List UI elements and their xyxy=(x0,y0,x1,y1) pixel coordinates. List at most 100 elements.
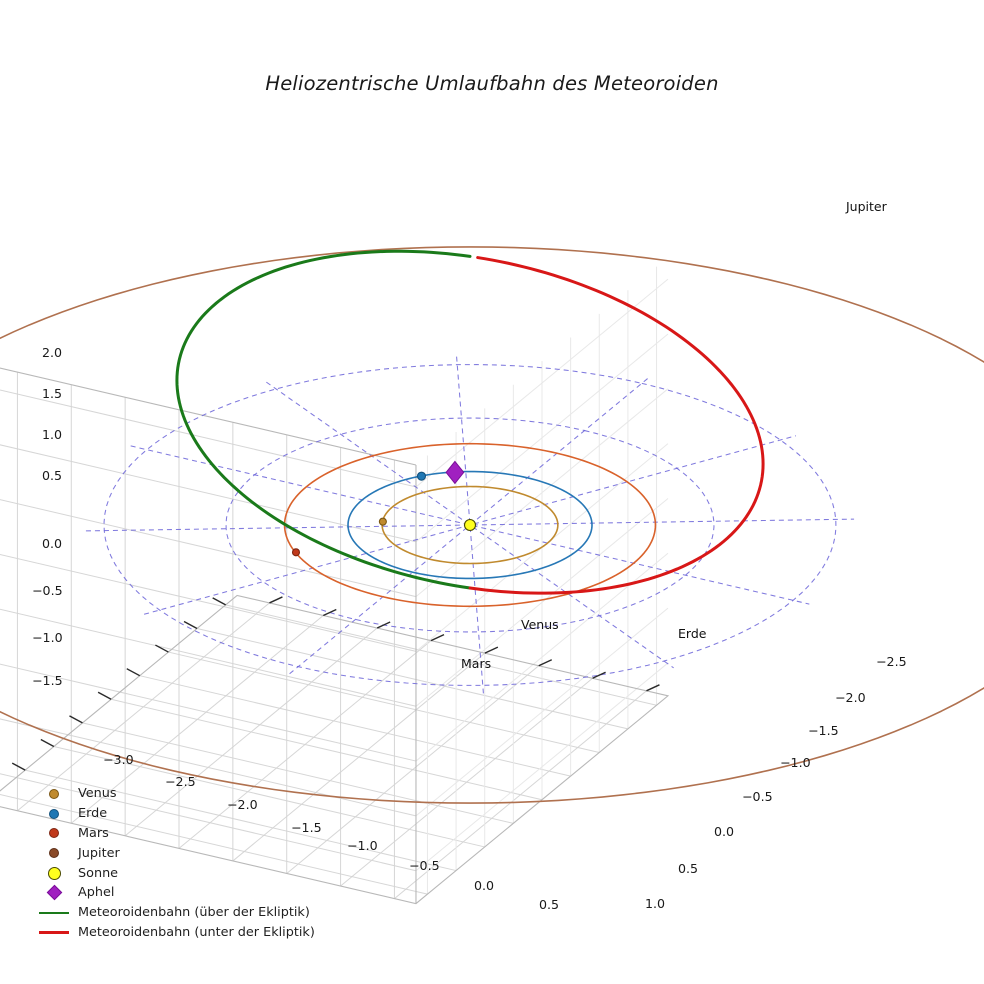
tick-mark-y xyxy=(322,608,337,617)
grid-line-z-back xyxy=(0,553,417,652)
meteoroid-orbit-above-ecliptic xyxy=(175,249,472,590)
legend: Venus Erde Mars Jupiter Sonne Aphel Meteoroide… xyxy=(34,784,334,942)
grid-line-z-left xyxy=(415,607,669,817)
grid-line-x-bottom xyxy=(196,627,629,730)
z-tick-label-5: −0.5 xyxy=(32,583,63,598)
grid-line-z-back xyxy=(0,608,417,707)
legend-item-label: Venus xyxy=(78,786,117,802)
y-tick-label-3: −1.0 xyxy=(780,755,811,770)
y-tick-label-6: 0.5 xyxy=(678,861,699,876)
mars-label: Mars xyxy=(461,656,492,671)
z-tick-label-1: 1.5 xyxy=(42,386,63,401)
page-title: Heliozentrische Umlaufbahn des Meteoroid… xyxy=(265,72,719,95)
marker-venus[interactable] xyxy=(378,517,387,526)
grid-line-y-bottom xyxy=(124,627,378,837)
x-tick-label-1: −2.5 xyxy=(165,774,196,789)
grid-line-x-bottom xyxy=(53,746,485,848)
grid-line-y-bottom xyxy=(340,677,593,887)
legend-diamond-swatch xyxy=(46,885,62,901)
orbit-path-mars xyxy=(283,442,657,608)
tick-mark-y xyxy=(538,659,553,667)
grid-line-x-bottom xyxy=(82,722,514,824)
legend-item-jupiter[interactable]: Jupiter xyxy=(34,843,334,863)
y-tick-label-5: 0.0 xyxy=(714,824,735,839)
grid-line-z-left xyxy=(415,388,669,597)
grid-line-y-bottom xyxy=(70,615,324,824)
grid-line-z-left xyxy=(415,662,669,872)
legend-item-mars[interactable]: Mars xyxy=(34,824,334,844)
marker-erde[interactable] xyxy=(416,471,427,481)
legend-item-sonne[interactable]: Sonne xyxy=(34,863,334,883)
legend-line-swatch xyxy=(39,911,69,914)
legend-item-label: Meteoroidenbahn (über der Ekliptik) xyxy=(78,905,310,921)
orbit-path-jupiter xyxy=(0,246,984,804)
erde-label: Erde xyxy=(678,626,707,641)
x-tick-label-5: −0.5 xyxy=(409,858,440,873)
orbit-path-erde xyxy=(347,470,593,580)
legend-dot-swatch xyxy=(49,808,59,819)
x-tick-label-4: −1.0 xyxy=(347,838,378,853)
y-tick-label-0: −2.5 xyxy=(876,654,907,669)
venus-label: Venus xyxy=(521,617,559,632)
legend-item-meteoroidenbahn[interactable]: Meteoroidenbahn (über der Ekliptik) xyxy=(34,903,334,923)
marker-sonne[interactable] xyxy=(463,518,477,532)
legend-item-label: Mars xyxy=(78,825,109,841)
pane-edge-bottom xyxy=(0,594,670,905)
tick-mark-x xyxy=(183,620,198,630)
diamond-icon xyxy=(34,885,74,901)
tick-mark-y xyxy=(646,684,660,692)
grid-line-y-bottom xyxy=(286,665,540,874)
grid-line-y-bottom xyxy=(232,652,486,862)
legend-item-erde[interactable]: Erde xyxy=(34,804,334,824)
x-tick-label-0: −3.0 xyxy=(103,752,134,767)
z-tick-label-0: 2.0 xyxy=(42,345,63,360)
grid-line-z-back xyxy=(0,718,417,817)
tick-mark-x xyxy=(11,762,26,771)
ecliptic-spoke xyxy=(289,375,651,675)
legend-item-label: Jupiter xyxy=(78,845,120,861)
pane-edge-top xyxy=(0,367,417,466)
legend-item-label: Erde xyxy=(78,806,108,822)
tick-mark-x xyxy=(155,644,169,653)
z-tick-label-3: 0.5 xyxy=(42,468,63,483)
marker-aphel[interactable] xyxy=(445,460,465,485)
grid-line-y-bottom xyxy=(178,640,432,849)
orbit-path-venus xyxy=(381,485,559,565)
grid-line-x-bottom xyxy=(110,698,543,801)
tick-mark-y xyxy=(592,671,606,679)
planet-orbits xyxy=(0,246,984,804)
grid-line-z-left xyxy=(415,552,669,762)
marker-mars[interactable] xyxy=(291,548,301,557)
y-tick-label-4: −0.5 xyxy=(742,789,773,804)
grid-line-y-bottom xyxy=(394,690,647,899)
ecliptic-spoke xyxy=(456,356,484,694)
ecliptic-spoke xyxy=(266,381,674,669)
legend-item-aphel[interactable]: Aphel xyxy=(34,883,334,903)
legend-item-label: Sonne xyxy=(78,865,119,881)
tick-mark-y xyxy=(376,621,391,629)
grid-line-x-bottom xyxy=(25,769,457,872)
meteoroid-orbit-below-ecliptic xyxy=(468,256,765,595)
ecliptic-spoke xyxy=(85,518,855,532)
ecliptic-spoke xyxy=(130,445,810,605)
x-tick-label-8: 1.0 xyxy=(645,896,666,911)
grid-line-z-back xyxy=(0,773,417,872)
tick-mark-y xyxy=(269,596,283,604)
z-tick-label-2: 1.0 xyxy=(42,427,63,442)
y-tick-label-1: −2.0 xyxy=(835,690,866,705)
tick-mark-x xyxy=(212,597,226,606)
grid-line-z-back xyxy=(0,663,417,762)
legend-dot-swatch xyxy=(47,866,61,880)
x-tick-label-7: 0.5 xyxy=(539,897,560,912)
legend-item-venus[interactable]: Venus xyxy=(34,784,334,804)
z-tick-label-4: 0.0 xyxy=(42,536,63,551)
legend-dot-swatch xyxy=(49,788,59,799)
axis-tick-marks xyxy=(11,596,660,771)
legend-item-meteoroidenbahn[interactable]: Meteoroidenbahn (unter der Ekliptik) xyxy=(34,923,334,943)
y-tick-label-2: −1.5 xyxy=(808,723,839,738)
tick-mark-x xyxy=(69,715,83,724)
legend-item-label: Aphel xyxy=(78,885,115,901)
x-tick-label-2: −2.0 xyxy=(227,797,258,812)
grid-line-x-bottom xyxy=(139,675,571,777)
